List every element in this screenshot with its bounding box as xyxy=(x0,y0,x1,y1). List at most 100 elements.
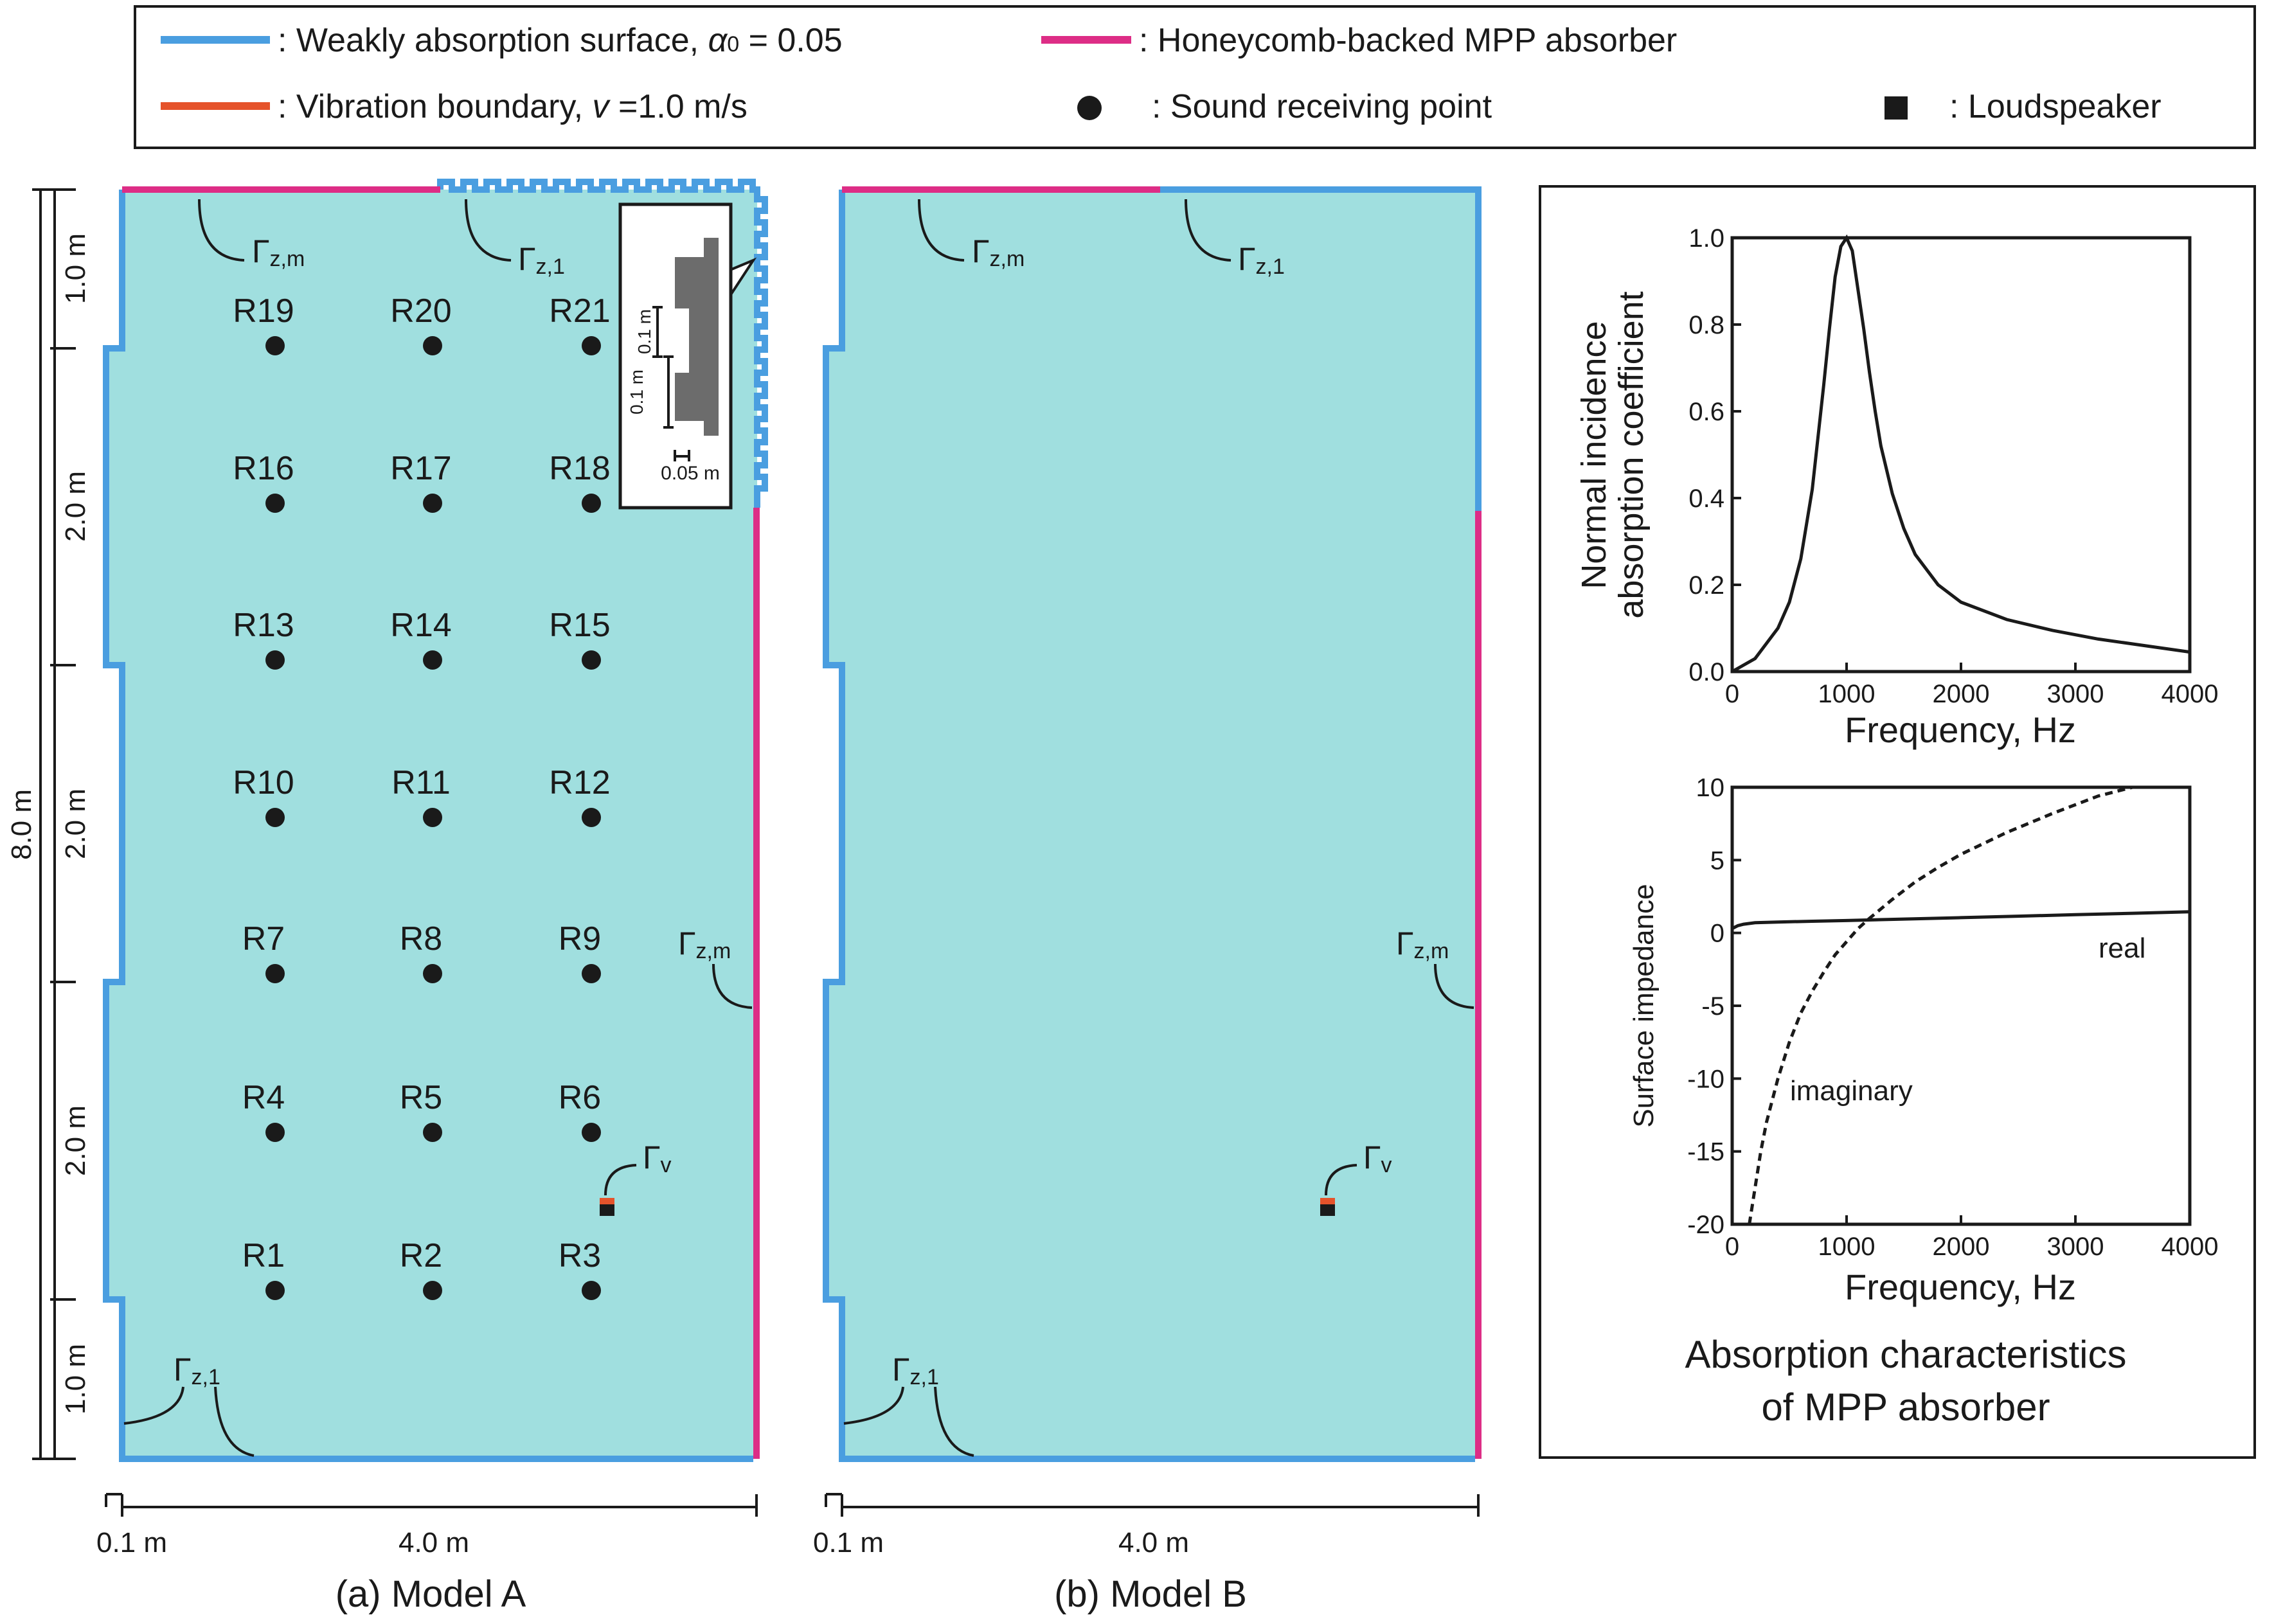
receiver-dot-r18 xyxy=(582,494,601,513)
receiver-dot-r9 xyxy=(582,964,601,983)
y-tick-label: -20 xyxy=(1687,1211,1724,1239)
dimension-lines xyxy=(32,188,76,1460)
absorption-chart-ylabel-2: absorption coefficient xyxy=(1612,291,1651,618)
impedance-chart: 0 1000 2000 3000 4000 10 5 0 -5 -10 -15 -20 real im… xyxy=(1628,774,2218,1307)
receiver-dot-r3 xyxy=(582,1281,601,1300)
dim-total-8m: 8.0 m xyxy=(6,789,37,860)
receiver-label-r14: R14 xyxy=(390,607,451,644)
impedance-chart-xlabel: Frequency, Hz xyxy=(1845,1267,2076,1307)
receiver-dot-r1 xyxy=(265,1281,285,1300)
y-tick-label: 1.0 xyxy=(1688,224,1724,253)
receiver-label-r3: R3 xyxy=(559,1237,601,1274)
model-a: 0.1 m 0.1 m 0.05 m Γz,m Γz,1 Γz,m Γz,1 Γ… xyxy=(96,179,768,1615)
dim-seg-top: 1.0 m xyxy=(60,233,91,304)
receiver-label-r16: R16 xyxy=(233,450,294,487)
model-b-gamma-zm-right: Γz,m xyxy=(1396,925,1449,963)
y-tick-label: 0.6 xyxy=(1688,398,1724,426)
legend-weak-label: : Weakly absorption surface, α0 = 0.05 xyxy=(278,22,843,59)
receiver-dot-r20 xyxy=(423,336,442,355)
model-a-dim-thick: 0.1 m xyxy=(96,1527,167,1558)
inset-dim-b: 0.1 m xyxy=(627,370,647,415)
impedance-chart-ylabel: Surface impedance xyxy=(1628,884,1660,1127)
receiver-label-r21: R21 xyxy=(549,292,610,330)
receiver-dot-r13 xyxy=(265,650,285,670)
model-a-gamma-zm-top: Γz,m xyxy=(252,233,305,271)
inset-dim-a: 0.1 m xyxy=(634,309,654,354)
x-tick-label: 4000 xyxy=(2162,1233,2219,1261)
mpp-panel-box xyxy=(1539,185,2256,1459)
legend: : Weakly absorption surface, α0 = 0.05 :… xyxy=(134,5,2256,149)
model-b-dim-thick: 0.1 m xyxy=(813,1527,884,1558)
receiver-dot-r19 xyxy=(265,336,285,355)
model-a-diffuser xyxy=(437,179,768,508)
model-b-caption: (b) Model B xyxy=(1054,1573,1247,1615)
receiver-label-r19: R19 xyxy=(233,292,294,330)
impedance-imaginary-label: imaginary xyxy=(1790,1075,1913,1107)
receiver-dot-r2 xyxy=(423,1281,442,1300)
receiver-dot-r17 xyxy=(423,494,442,513)
model-b: Γz,m Γz,1 Γz,m Γz,1 Γv 0.1 m 4.0 m (b) M… xyxy=(813,186,1482,1615)
absorption-chart: 0 1000 2000 3000 4000 0.0 0.2 0.4 0.6 0.8 1.0 Freq… xyxy=(1575,224,2218,750)
model-b-gamma-v: Γv xyxy=(1363,1139,1392,1177)
model-a-gamma-z1-bottom: Γz,1 xyxy=(174,1352,220,1389)
legend-speaker-label: : Loudspeaker xyxy=(1949,88,2162,125)
x-tick-label: 2000 xyxy=(1933,1233,1990,1261)
receiver-label-r18: R18 xyxy=(549,450,610,487)
model-a-dim-width: 4.0 m xyxy=(398,1527,469,1558)
impedance-real-label: real xyxy=(2099,932,2145,964)
dim-seg-mid1: 2.0 m xyxy=(60,471,91,542)
legend-receiver-dot xyxy=(1077,96,1102,120)
x-tick-label: 1000 xyxy=(1818,680,1876,708)
model-b-bottom-dim xyxy=(825,1493,1480,1517)
receiver-dot-r16 xyxy=(265,494,285,513)
receiver-label-r20: R20 xyxy=(390,292,451,330)
panel-caption-line2: of MPP absorber xyxy=(1761,1386,2050,1429)
x-tick-label: 3000 xyxy=(2047,1233,2104,1261)
receiver-label-r12: R12 xyxy=(549,764,610,801)
receiver-label-r17: R17 xyxy=(390,450,451,487)
receiver-label-r6: R6 xyxy=(559,1079,601,1116)
receiver-label-r9: R9 xyxy=(559,920,601,958)
model-b-gamma-z1-top: Γz,1 xyxy=(1238,241,1285,279)
y-tick-label: -15 xyxy=(1687,1138,1724,1166)
receiver-label-r10: R10 xyxy=(233,764,294,801)
model-b-room xyxy=(826,190,1478,1459)
receiver-label-r1: R1 xyxy=(242,1237,285,1274)
model-a-left-wall xyxy=(103,190,753,1462)
absorption-chart-ylabel-1: Normal incidence xyxy=(1575,321,1613,589)
y-tick-label: 0 xyxy=(1710,920,1724,948)
dim-seg-mid3: 2.0 m xyxy=(60,1105,91,1176)
model-b-weak-walls xyxy=(823,186,1482,1462)
model-b-gamma-z1-bottom: Γz,1 xyxy=(892,1352,939,1389)
impedance-imaginary-curve xyxy=(1748,785,2133,1225)
model-a-loudspeaker xyxy=(600,1201,614,1216)
y-tick-label: -10 xyxy=(1687,1065,1724,1093)
x-tick-label: 0 xyxy=(1725,1233,1739,1261)
legend-vib-label: : Vibration boundary, v =1.0 m/s xyxy=(278,88,748,125)
receiver-dot-r7 xyxy=(265,964,285,983)
model-a-gamma-z1-top: Γz,1 xyxy=(518,241,565,279)
impedance-real-curve xyxy=(1731,910,2190,931)
model-b-gamma-zm-top: Γz,m xyxy=(972,233,1025,271)
receiver-dot-r6 xyxy=(582,1123,601,1142)
x-tick-label: 1000 xyxy=(1818,1233,1876,1261)
x-tick-label: 4000 xyxy=(2162,680,2219,708)
model-a-caption: (a) Model A xyxy=(336,1573,526,1615)
receiver-dot-r15 xyxy=(582,650,601,670)
x-tick-label: 0 xyxy=(1725,680,1739,708)
receiver-dot-r21 xyxy=(582,336,601,355)
y-tick-label: 0.8 xyxy=(1688,311,1724,339)
receiver-label-r11: R11 xyxy=(391,764,451,801)
model-a-gamma-v: Γv xyxy=(643,1139,672,1177)
y-tick-label: 0.4 xyxy=(1688,485,1724,513)
receiver-label-r4: R4 xyxy=(242,1079,285,1116)
receiver-dot-r12 xyxy=(582,808,601,827)
model-b-dim-width: 4.0 m xyxy=(1118,1527,1189,1558)
legend-mpp-label: : Honeycomb-backed MPP absorber xyxy=(1139,22,1677,59)
inset-dim-w: 0.05 m xyxy=(661,463,720,484)
receiver-label-r13: R13 xyxy=(233,607,294,644)
absorption-curve xyxy=(1731,234,2190,674)
legend-box xyxy=(134,5,2256,149)
model-b-loudspeaker xyxy=(1320,1201,1335,1216)
